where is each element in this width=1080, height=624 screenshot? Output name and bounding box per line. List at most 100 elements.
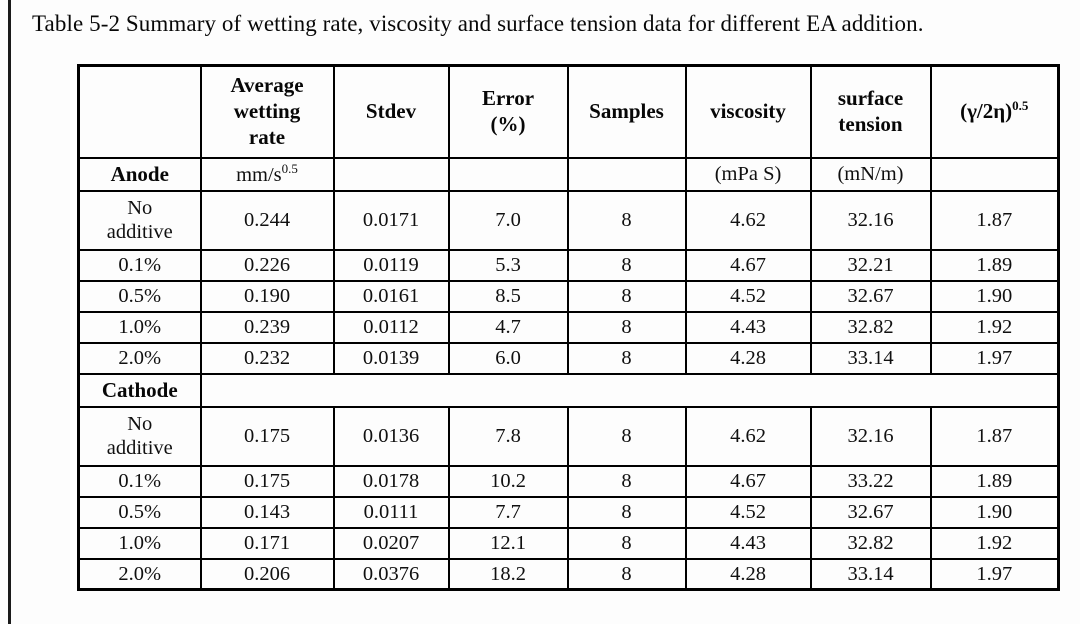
table-cell: 8	[566, 248, 687, 282]
table-cell: 0.0111	[332, 495, 450, 529]
table-cell: 1.89	[929, 464, 1060, 498]
column-header-average-wetting-rate: Average wetting rate	[199, 64, 335, 159]
table-cell: 4.62	[684, 405, 812, 467]
table-cell: 0.239	[199, 310, 335, 344]
unit-wetting-rate-base: mm/s	[236, 163, 282, 186]
data-table: Average wetting rate Stdev Error (%) Sam…	[77, 64, 1060, 591]
table-cell: 0.226	[199, 248, 335, 282]
table-cell: 0.0376	[332, 557, 450, 591]
table-row: 0.5% 0.143 0.0111 7.7 8 4.52 32.67 1.90	[77, 495, 1060, 529]
table-cell: 1.92	[929, 310, 1060, 344]
empty-cell	[566, 156, 687, 192]
page-edge-rule	[8, 0, 11, 624]
table-cell: 7.8	[447, 405, 569, 467]
empty-cell	[929, 156, 1060, 192]
row-label: No additive	[77, 189, 202, 251]
table-cell: 33.14	[809, 557, 932, 591]
table-cell: 0.190	[199, 279, 335, 313]
table-cell: 4.7	[447, 310, 569, 344]
row-label: 1.0%	[77, 310, 202, 344]
row-label: 0.1%	[77, 464, 202, 498]
unit-surface-tension: (mN/m)	[809, 156, 932, 192]
table-cell: 1.97	[929, 341, 1060, 375]
table-cell: 4.62	[684, 189, 812, 251]
column-header-error: Error (%)	[447, 64, 569, 159]
table-cell: 8	[566, 464, 687, 498]
table-cell: 32.67	[809, 495, 932, 529]
anode-units-row: Anode mm/s0.5 (mPa S) (mN/m)	[77, 156, 1060, 192]
table-cell: 4.28	[684, 557, 812, 591]
table-cell: 0.232	[199, 341, 335, 375]
table-cell: 8	[566, 557, 687, 591]
row-label: 0.5%	[77, 279, 202, 313]
table-cell: 4.28	[684, 341, 812, 375]
section-label-cathode: Cathode	[77, 372, 202, 408]
section-label-anode: Anode	[77, 156, 202, 192]
table-cell: 8	[566, 189, 687, 251]
table-cell: 1.89	[929, 248, 1060, 282]
unit-viscosity: (mPa S)	[684, 156, 812, 192]
table-cell: 0.171	[199, 526, 335, 560]
table-row: No additive 0.175 0.0136 7.8 8 4.62 32.1…	[77, 405, 1060, 467]
table-row: 2.0% 0.232 0.0139 6.0 8 4.28 33.14 1.97	[77, 341, 1060, 375]
table-cell: 8.5	[447, 279, 569, 313]
row-label: 0.5%	[77, 495, 202, 529]
table-cell: 4.52	[684, 279, 812, 313]
table-cell: 0.0161	[332, 279, 450, 313]
table-cell: 32.67	[809, 279, 932, 313]
table-cell: 8	[566, 526, 687, 560]
empty-cell	[332, 156, 450, 192]
table-caption: Table 5-2 Summary of wetting rate, visco…	[32, 11, 924, 36]
table-cell: 4.67	[684, 464, 812, 498]
table-cell: 32.82	[809, 310, 932, 344]
table-cell: 4.43	[684, 310, 812, 344]
table-cell: 7.7	[447, 495, 569, 529]
table-cell: 0.175	[199, 464, 335, 498]
row-label: 2.0%	[77, 341, 202, 375]
table-row: 1.0% 0.239 0.0112 4.7 8 4.43 32.82 1.92	[77, 310, 1060, 344]
table-row: No additive 0.244 0.0171 7.0 8 4.62 32.1…	[77, 189, 1060, 251]
column-header-samples: Samples	[566, 64, 687, 159]
column-header-gamma-term: (γ/2η)0.5	[929, 64, 1060, 159]
column-header-surface-tension: surface tension	[809, 64, 932, 159]
table-row: 0.5% 0.190 0.0161 8.5 8 4.52 32.67 1.90	[77, 279, 1060, 313]
table-cell: 0.0119	[332, 248, 450, 282]
table-row: 1.0% 0.171 0.0207 12.1 8 4.43 32.82 1.92	[77, 526, 1060, 560]
table-cell: 10.2	[447, 464, 569, 498]
table-cell: 32.16	[809, 189, 932, 251]
table-cell: 5.3	[447, 248, 569, 282]
table-cell: 0.143	[199, 495, 335, 529]
table-cell: 0.175	[199, 405, 335, 467]
table-cell: 4.67	[684, 248, 812, 282]
table-row: 0.1% 0.226 0.0119 5.3 8 4.67 32.21 1.89	[77, 248, 1060, 282]
table-cell: 12.1	[447, 526, 569, 560]
table-cell: 33.14	[809, 341, 932, 375]
table-cell: 6.0	[447, 341, 569, 375]
column-header-viscosity: viscosity	[684, 64, 812, 159]
row-label: 2.0%	[77, 557, 202, 591]
table-cell: 1.90	[929, 279, 1060, 313]
gamma-term-exponent: 0.5	[1012, 98, 1029, 114]
header-row: Average wetting rate Stdev Error (%) Sam…	[77, 64, 1060, 159]
table-row: 0.1% 0.175 0.0178 10.2 8 4.67 33.22 1.89	[77, 464, 1060, 498]
table-cell: 8	[566, 279, 687, 313]
table-cell: 7.0	[447, 189, 569, 251]
table-cell: 8	[566, 341, 687, 375]
table-cell: 0.0171	[332, 189, 450, 251]
table-cell: 1.92	[929, 526, 1060, 560]
table-cell: 18.2	[447, 557, 569, 591]
corner-cell	[77, 64, 202, 159]
table-cell: 1.97	[929, 557, 1060, 591]
table-cell: 8	[566, 495, 687, 529]
column-header-stdev: Stdev	[332, 64, 450, 159]
table-cell: 0.206	[199, 557, 335, 591]
row-label: No additive	[77, 405, 202, 467]
table-cell: 32.82	[809, 526, 932, 560]
table-cell: 4.43	[684, 526, 812, 560]
unit-wetting-rate-exponent: 0.5	[281, 160, 298, 176]
empty-cell	[447, 156, 569, 192]
table-cell: 1.87	[929, 189, 1060, 251]
table-cell: 32.21	[809, 248, 932, 282]
table-cell: 32.16	[809, 405, 932, 467]
table-cell: 0.0112	[332, 310, 450, 344]
